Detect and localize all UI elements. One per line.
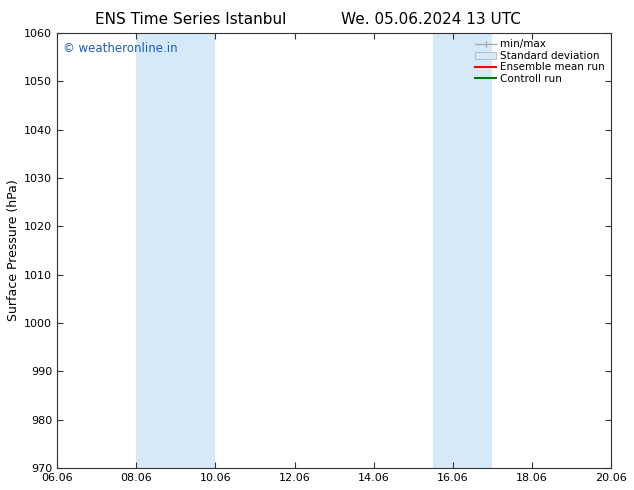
Bar (433, 33, 493, 468)
Legend: min/max, Standard deviation, Ensemble mean run, Controll run: min/max, Standard deviation, Ensemble me… (471, 35, 609, 88)
Y-axis label: Surface Pressure (hPa): Surface Pressure (hPa) (7, 180, 20, 321)
Text: ENS Time Series Istanbul: ENS Time Series Istanbul (94, 12, 286, 27)
Text: We. 05.06.2024 13 UTC: We. 05.06.2024 13 UTC (341, 12, 521, 27)
Text: © weatheronline.in: © weatheronline.in (63, 42, 178, 55)
Bar (136, 33, 216, 468)
